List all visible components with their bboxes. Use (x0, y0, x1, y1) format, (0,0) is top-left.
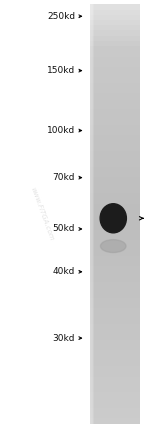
Bar (90, 167, 140, 172)
Bar (90, 224, 140, 230)
Ellipse shape (100, 240, 126, 253)
Bar (90, 266, 140, 272)
Bar (90, 277, 140, 282)
Bar (90, 345, 140, 350)
Bar (90, 240, 140, 246)
Bar (90, 214, 140, 219)
Bar (90, 392, 140, 398)
Bar (90, 193, 140, 198)
Bar (90, 93, 140, 99)
Bar (90, 78, 140, 83)
Bar (90, 4, 93, 424)
Bar (90, 4, 140, 9)
Bar (90, 99, 140, 104)
Bar (90, 309, 140, 314)
Bar (90, 188, 140, 193)
Bar (90, 125, 140, 130)
Bar (90, 288, 140, 293)
Bar (90, 403, 140, 408)
Text: 250kd: 250kd (47, 12, 75, 21)
Bar (90, 141, 140, 146)
Bar (90, 335, 140, 340)
Bar (90, 172, 140, 177)
Bar (90, 235, 140, 240)
Bar (90, 413, 140, 419)
Bar (90, 9, 140, 15)
Bar (90, 356, 140, 361)
Bar (90, 177, 140, 183)
Bar (90, 4, 94, 424)
Text: www.FiTGA.com: www.FiTGA.com (30, 186, 54, 242)
Bar (90, 15, 140, 20)
Text: 70kd: 70kd (52, 173, 75, 182)
Bar (90, 387, 140, 392)
Bar (90, 4, 91, 424)
Bar (90, 130, 140, 135)
Bar (90, 282, 140, 288)
Bar (90, 83, 140, 88)
Bar (90, 36, 140, 41)
Bar (90, 293, 140, 298)
Bar (90, 72, 140, 78)
Bar (90, 162, 140, 167)
Bar (90, 4, 91, 424)
Bar (90, 377, 140, 382)
Bar (90, 366, 140, 372)
Text: 50kd: 50kd (52, 224, 75, 234)
Bar (90, 109, 140, 114)
Bar (90, 57, 140, 62)
Bar (90, 314, 140, 319)
Text: 150kd: 150kd (47, 66, 75, 75)
Bar (90, 135, 140, 141)
Bar (90, 361, 140, 366)
Bar (90, 219, 140, 224)
Bar (90, 303, 140, 309)
Bar (90, 246, 140, 251)
Bar (90, 88, 140, 93)
Bar (90, 256, 140, 261)
Bar (90, 319, 140, 324)
Bar (90, 324, 140, 330)
Bar (90, 25, 140, 30)
Text: 30kd: 30kd (52, 333, 75, 343)
Bar (90, 20, 140, 25)
Bar (90, 330, 140, 335)
Bar (90, 62, 140, 67)
Bar (90, 156, 140, 162)
Bar (90, 151, 140, 156)
Bar (90, 251, 140, 256)
Bar (90, 382, 140, 387)
Bar (90, 183, 140, 188)
Bar (90, 67, 140, 72)
Bar (90, 119, 140, 125)
Bar (90, 46, 140, 51)
Bar (90, 230, 140, 235)
Bar (90, 371, 140, 377)
Bar (90, 204, 140, 209)
Bar (90, 340, 140, 345)
Bar (90, 146, 140, 151)
Bar (90, 272, 140, 277)
Bar (90, 408, 140, 413)
Bar (90, 4, 93, 424)
Text: 40kd: 40kd (53, 267, 75, 276)
Bar (90, 30, 140, 36)
Bar (90, 298, 140, 303)
Bar (90, 419, 140, 424)
Bar (90, 114, 140, 119)
Bar (90, 261, 140, 266)
Bar (90, 398, 140, 403)
Bar (90, 104, 140, 109)
Bar (90, 209, 140, 214)
Ellipse shape (100, 204, 126, 233)
Bar (90, 350, 140, 356)
Bar (90, 198, 140, 204)
Bar (90, 41, 140, 46)
Bar (90, 51, 140, 57)
Bar (90, 4, 92, 424)
Text: 100kd: 100kd (47, 126, 75, 135)
